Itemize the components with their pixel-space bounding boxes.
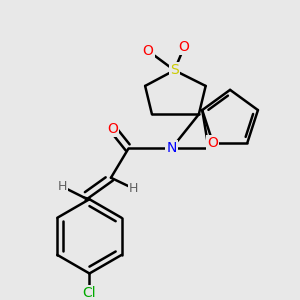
Text: S: S [170, 63, 179, 77]
Text: N: N [166, 142, 177, 155]
Text: H: H [129, 182, 138, 195]
Text: O: O [107, 122, 118, 136]
Text: Cl: Cl [82, 286, 96, 300]
Text: O: O [207, 136, 218, 150]
Text: O: O [142, 44, 154, 58]
Text: H: H [57, 180, 67, 193]
Text: O: O [179, 40, 190, 54]
